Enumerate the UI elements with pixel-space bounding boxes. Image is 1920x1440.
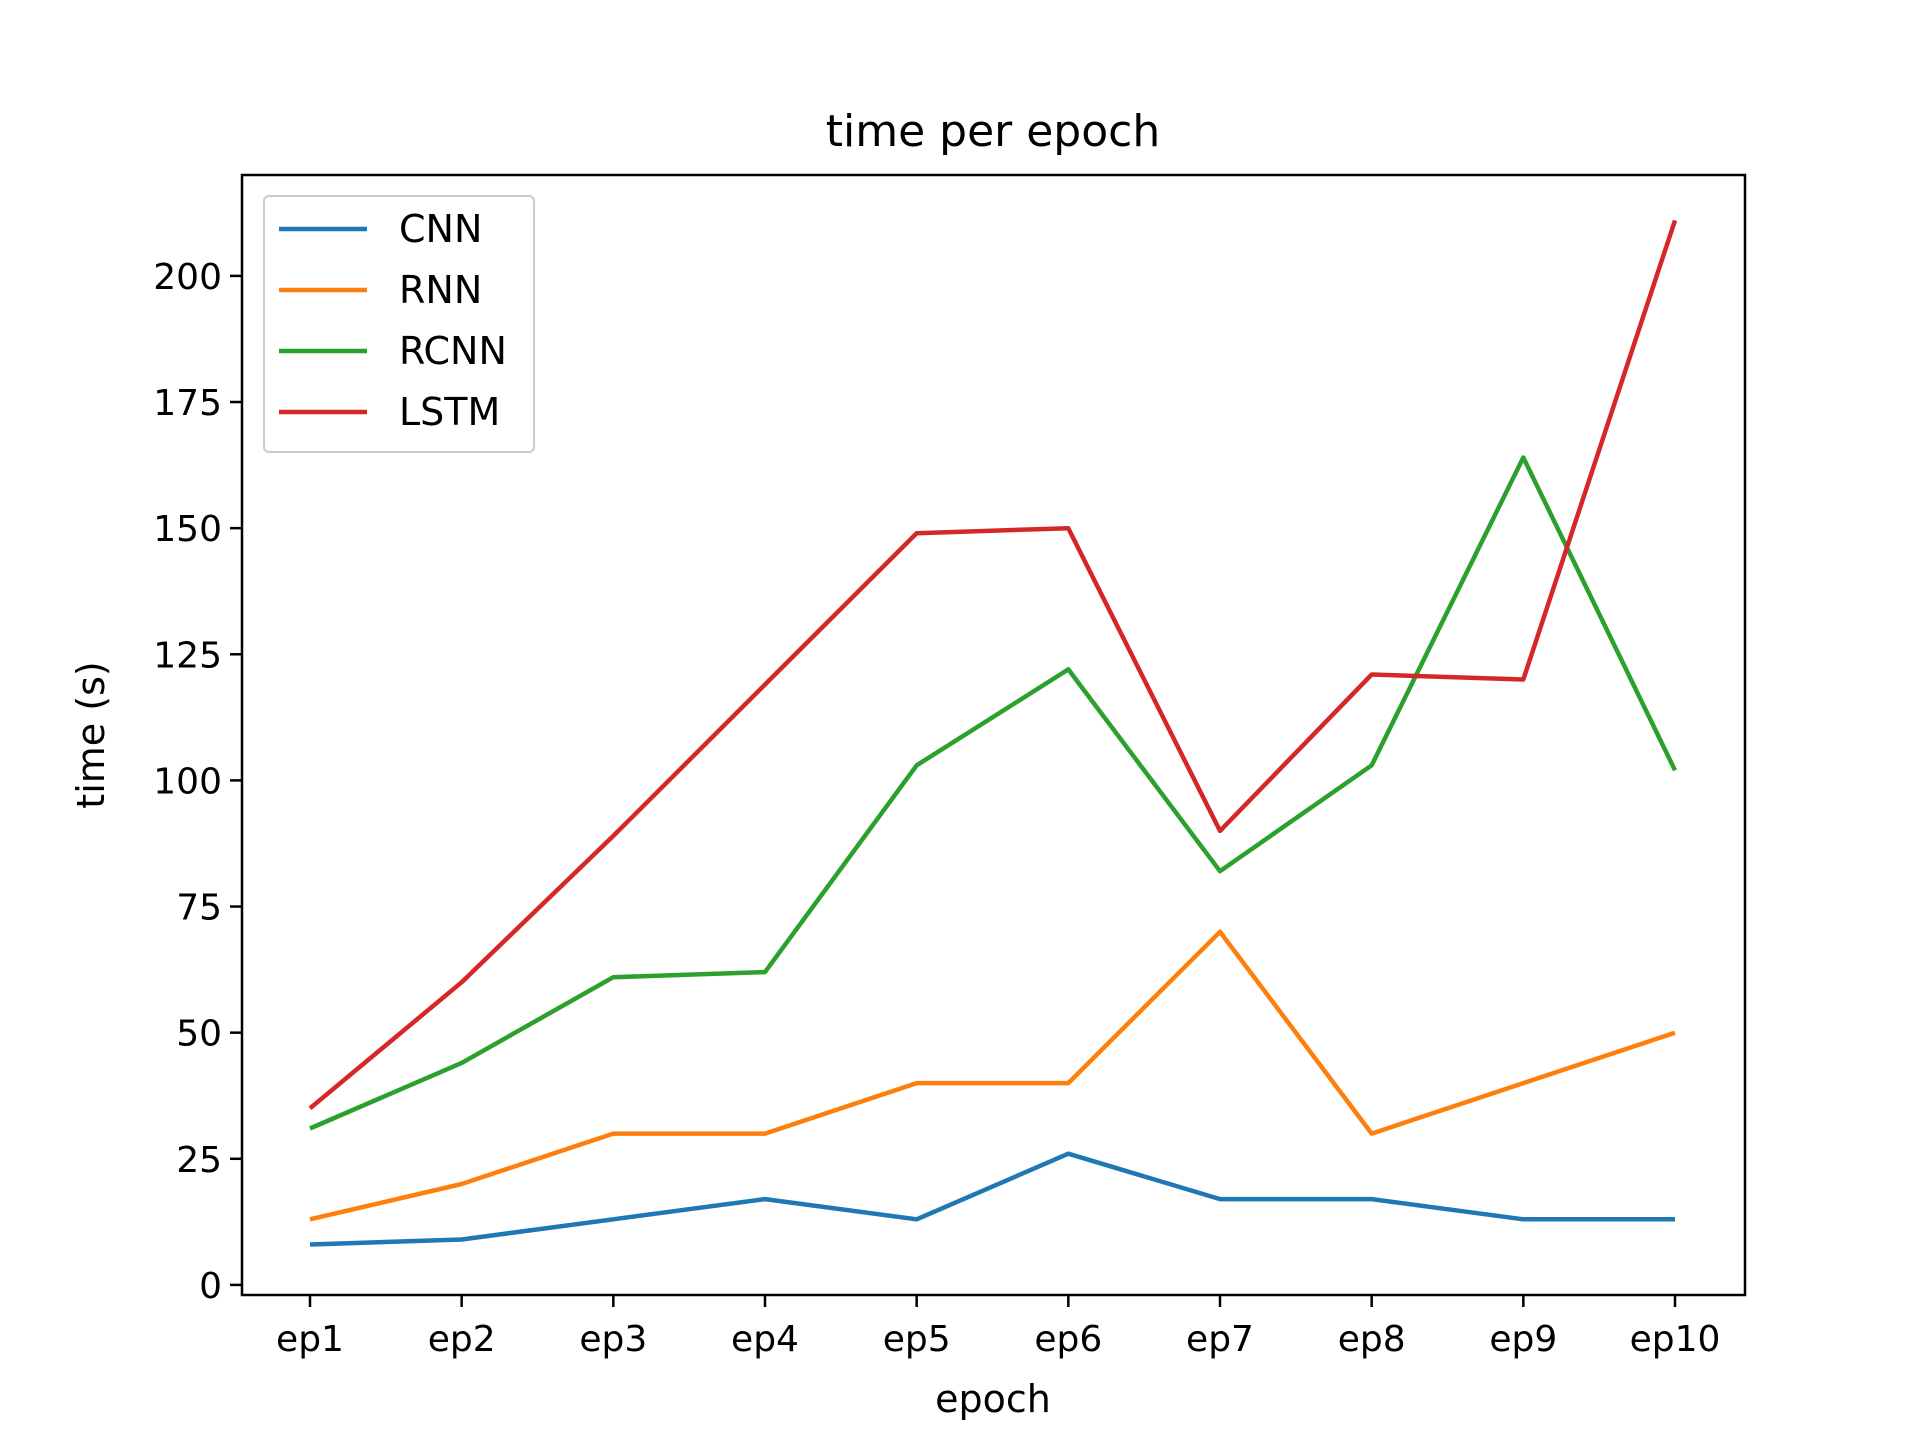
x-axis: ep1 ep2 ep3 ep4 ep5 ep6 ep7 ep8 ep9 ep10 (276, 1295, 1720, 1360)
legend-label-lstm: LSTM (399, 390, 500, 434)
y-tick-label: 200 (153, 257, 222, 298)
legend-label-cnn: CNN (399, 207, 482, 251)
x-tick-label: ep6 (1034, 1319, 1102, 1360)
x-tick-label: ep7 (1186, 1319, 1254, 1360)
y-tick-label: 0 (199, 1266, 222, 1307)
x-tick-label: ep3 (579, 1319, 647, 1360)
y-tick-label: 150 (153, 509, 222, 550)
y-tick-label: 125 (153, 635, 222, 676)
x-axis-label: epoch (935, 1377, 1051, 1421)
y-tick-label: 25 (176, 1140, 222, 1181)
series-line-cnn (309, 1151, 1675, 1247)
y-axis-label: time (s) (69, 661, 113, 808)
plot-series-group (308, 219, 1678, 1247)
x-tick-label: ep4 (731, 1319, 799, 1360)
x-tick-label: ep9 (1489, 1319, 1557, 1360)
legend-label-rcnn: RCNN (399, 329, 507, 373)
y-tick-label: 75 (176, 888, 222, 929)
plot-area-frame (240, 173, 1747, 1297)
x-tick-label: ep8 (1338, 1319, 1406, 1360)
series-line-rnn (309, 929, 1676, 1222)
x-tick-label: ep1 (276, 1319, 344, 1360)
x-tick-label: ep5 (883, 1319, 951, 1360)
y-tick-label: 100 (153, 761, 222, 802)
y-tick-label: 175 (153, 383, 222, 424)
legend-box (263, 195, 535, 453)
series-line-rcnn (309, 455, 1678, 1131)
series-line-lstm (308, 219, 1678, 1111)
y-axis: 0 25 50 75 100 125 150 175 200 (153, 257, 242, 1307)
y-tick-label: 50 (176, 1014, 222, 1055)
x-tick-label: ep2 (428, 1319, 496, 1360)
legend: CNN RNN RCNN LSTM (263, 195, 535, 453)
x-tick-label: ep10 (1630, 1319, 1721, 1360)
chart-title: time per epoch (826, 106, 1160, 157)
legend-label-rnn: RNN (399, 268, 482, 312)
